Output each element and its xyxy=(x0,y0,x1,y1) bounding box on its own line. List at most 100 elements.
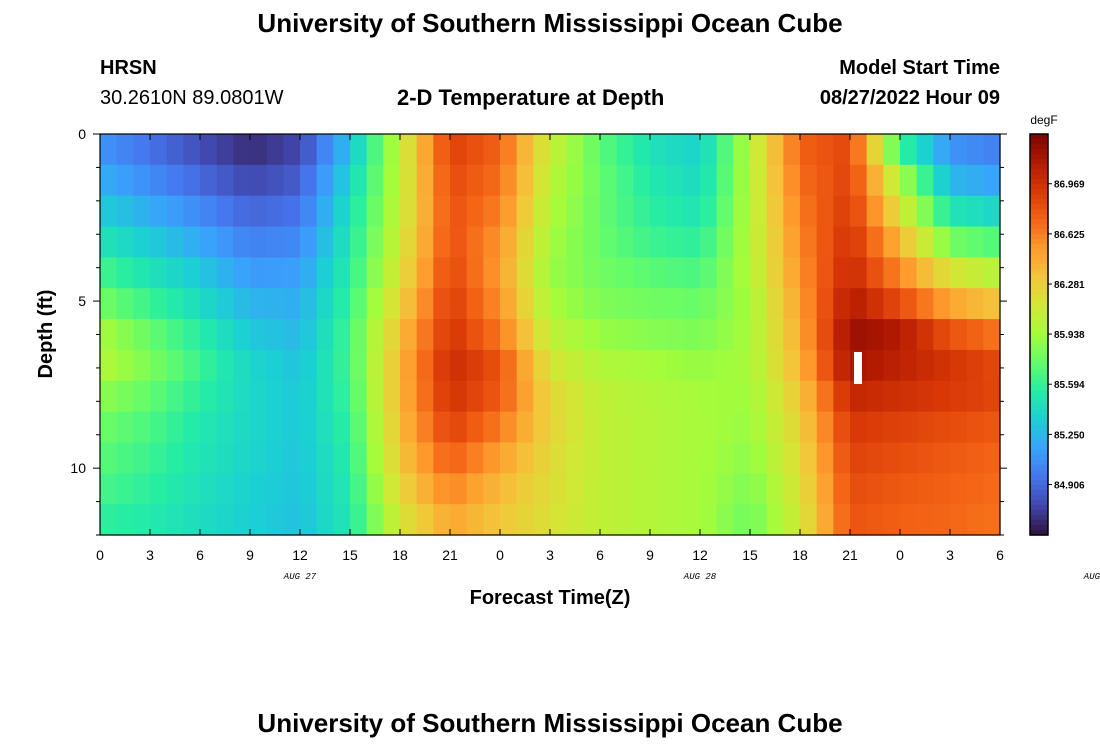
heatmap-cell xyxy=(600,134,618,166)
heatmap-cell xyxy=(616,319,634,351)
heatmap-cell xyxy=(416,195,434,228)
heatmap-cell xyxy=(333,442,351,474)
heatmap-cell xyxy=(150,473,168,505)
heatmap-cell xyxy=(783,257,801,289)
heatmap-cell xyxy=(283,319,301,351)
heatmap-cell xyxy=(516,164,534,197)
heatmap-cell xyxy=(933,226,951,258)
heatmap-cell xyxy=(600,164,618,197)
x-tick-label: 6 xyxy=(596,547,604,563)
heatmap-cell xyxy=(516,195,534,228)
heatmap-cell xyxy=(383,473,401,505)
heatmap-cell xyxy=(516,442,534,474)
colorbar-segment xyxy=(1030,339,1048,346)
heatmap-cell xyxy=(433,288,451,320)
heatmap-cell xyxy=(566,319,584,351)
heatmap-cell xyxy=(500,226,518,258)
heatmap-cell xyxy=(800,411,818,444)
heatmap-cell xyxy=(616,257,634,289)
heatmap-cell xyxy=(516,226,534,258)
heatmap-cell xyxy=(566,134,584,166)
heatmap-cell xyxy=(583,442,601,474)
heatmap-cell xyxy=(866,319,884,351)
heatmap-cell xyxy=(866,134,884,166)
heatmap-cell xyxy=(166,349,184,382)
heatmap-cell xyxy=(183,164,201,197)
heatmap-cell xyxy=(133,288,151,320)
heatmap-cell xyxy=(750,442,768,474)
heatmap-cell xyxy=(483,380,501,413)
heatmap-cell xyxy=(550,134,568,166)
heatmap-cell xyxy=(683,473,701,505)
y-axis-label: Depth (ft) xyxy=(35,290,57,379)
heatmap-cell xyxy=(683,442,701,474)
heatmap-cell xyxy=(400,226,418,258)
heatmap-cell xyxy=(733,442,751,474)
heatmap-cell xyxy=(183,257,201,289)
model-start-value: 08/27/2022 Hour 09 xyxy=(819,87,1000,109)
heatmap-cell xyxy=(483,164,501,197)
heatmap-cell xyxy=(366,257,384,289)
heatmap-cell xyxy=(733,134,751,166)
x-tick-label: 3 xyxy=(546,547,554,563)
heatmap-cell xyxy=(216,380,234,413)
heatmap-cell xyxy=(183,349,201,382)
heatmap-cell xyxy=(800,473,818,505)
heatmap-cell xyxy=(100,319,118,351)
heatmap-cell xyxy=(750,380,768,413)
heatmap-cell xyxy=(866,380,884,413)
heatmap-cell xyxy=(833,257,851,289)
colorbar-segment xyxy=(1030,499,1048,506)
heatmap-cell xyxy=(250,319,268,351)
heatmap-cell xyxy=(283,164,301,197)
heatmap-cell xyxy=(750,349,768,382)
heatmap-cell xyxy=(966,134,984,166)
heatmap-cell xyxy=(883,288,901,320)
colorbar-segment xyxy=(1030,319,1048,326)
heatmap-cell xyxy=(500,257,518,289)
heatmap-cell xyxy=(416,164,434,197)
heatmap-cell xyxy=(966,164,984,197)
heatmap-cell xyxy=(666,226,684,258)
heatmap-cell xyxy=(800,319,818,351)
colorbar-segment xyxy=(1030,134,1048,140)
heatmap-cell xyxy=(816,380,834,413)
heatmap-cell xyxy=(200,504,218,536)
colorbar-segment xyxy=(1030,164,1048,170)
model-start-label: Model Start Time xyxy=(839,57,1000,79)
heatmap-cell xyxy=(300,380,318,413)
heatmap-cell xyxy=(633,473,651,505)
heatmap-cell xyxy=(950,349,968,382)
heatmap-cell xyxy=(300,288,318,320)
heatmap-cell xyxy=(350,442,368,474)
heatmap-cell xyxy=(600,504,618,536)
heatmap-cell xyxy=(483,411,501,444)
heatmap-cell xyxy=(583,473,601,505)
heatmap-cell xyxy=(550,504,568,536)
x-tick-label: 21 xyxy=(842,547,858,563)
heatmap-cell xyxy=(233,319,251,351)
colorbar-segment xyxy=(1030,434,1048,441)
colorbar-segment xyxy=(1030,229,1048,235)
heatmap-cell xyxy=(650,319,668,351)
heatmap-cell xyxy=(533,226,551,258)
heatmap-cell xyxy=(383,380,401,413)
heatmap-cell xyxy=(600,288,618,320)
heatmap-cell xyxy=(416,349,434,382)
heatmap-cell xyxy=(900,411,918,444)
heatmap-cell xyxy=(533,504,551,536)
heatmap-cell xyxy=(783,442,801,474)
heatmap-cell xyxy=(916,473,934,505)
heatmap-cell xyxy=(733,257,751,289)
heatmap-cell xyxy=(533,442,551,474)
heatmap-cell xyxy=(450,257,468,289)
heatmap-cell xyxy=(866,411,884,444)
heatmap-cell xyxy=(783,504,801,536)
heatmap-cell xyxy=(433,411,451,444)
heatmap-cell xyxy=(133,349,151,382)
heatmap-cell xyxy=(466,288,484,320)
heatmap-cell xyxy=(400,473,418,505)
heatmap-cell xyxy=(850,134,868,166)
heatmap-cell xyxy=(900,349,918,382)
colorbar-segment xyxy=(1030,219,1048,225)
